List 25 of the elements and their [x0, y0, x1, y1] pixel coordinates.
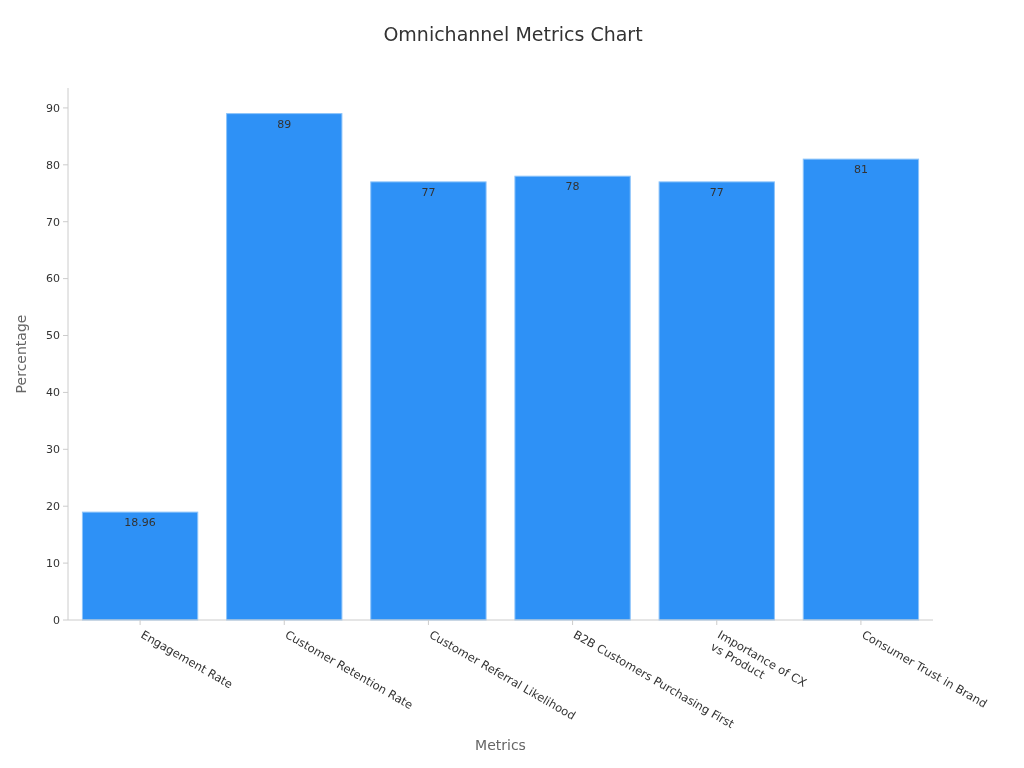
y-tick-label: 40 — [46, 386, 60, 400]
data-label: 78 — [565, 180, 580, 194]
bar — [514, 175, 631, 621]
y-tick-label: 30 — [46, 443, 60, 457]
x-axis-title: Metrics — [475, 737, 526, 753]
y-tick-label: 80 — [46, 158, 60, 172]
bar — [370, 181, 487, 621]
y-tick-label: 20 — [46, 500, 60, 514]
data-label: 18.96 — [124, 516, 156, 530]
y-tick-label: 0 — [53, 613, 60, 627]
bar — [658, 181, 775, 621]
y-tick-label: 10 — [46, 556, 60, 570]
bar — [81, 511, 199, 621]
data-label: 77 — [709, 185, 724, 199]
bar — [802, 158, 920, 621]
y-axis-title: Percentage — [13, 314, 29, 394]
y-tick-label: 70 — [46, 215, 60, 229]
data-label: 89 — [277, 117, 292, 131]
chart-title: Omnichannel Metrics Chart — [383, 23, 643, 45]
y-tick-label: 60 — [46, 272, 60, 286]
data-label: 81 — [853, 163, 868, 177]
bar — [226, 113, 343, 621]
y-tick-label: 90 — [46, 101, 60, 115]
y-tick-label: 50 — [46, 329, 60, 343]
data-label: 77 — [421, 185, 436, 199]
